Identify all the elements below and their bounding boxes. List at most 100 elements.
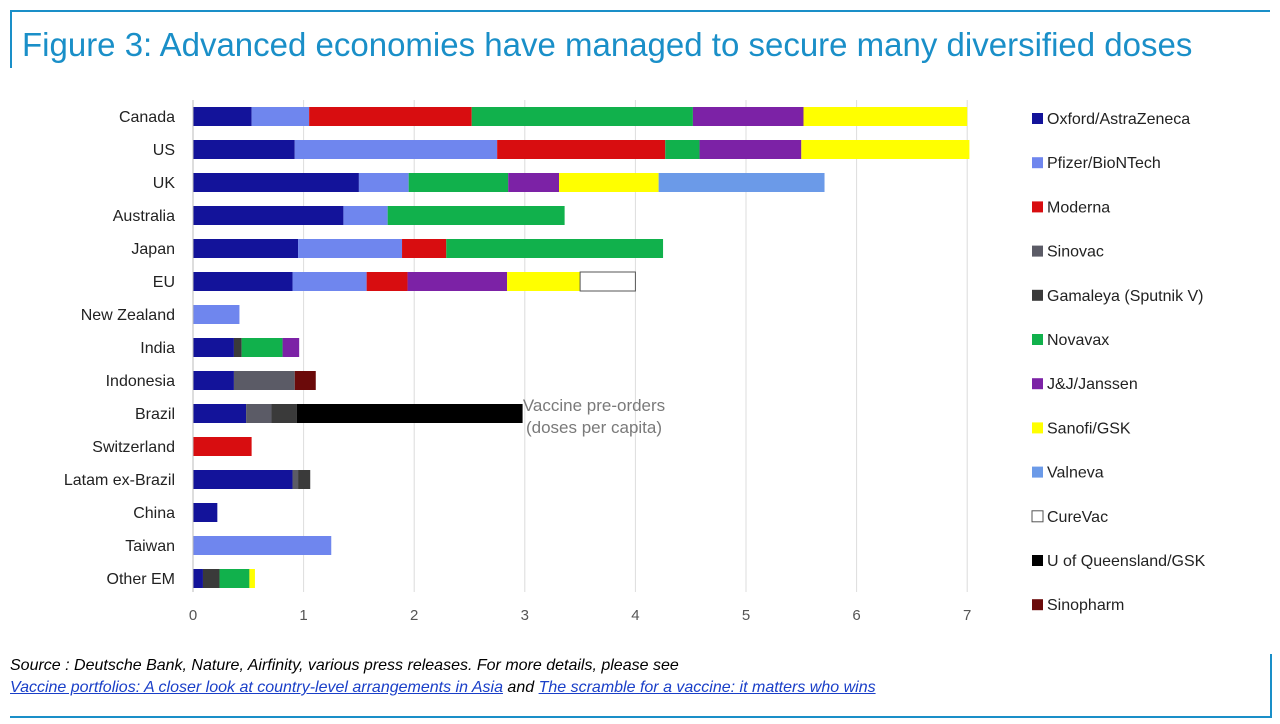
bar-india-j-j-janssen	[282, 338, 300, 357]
legend-swatch-j-j-janssen	[1032, 378, 1043, 390]
bar-eu-j-j-janssen	[407, 272, 508, 291]
legend-swatch-novavax	[1032, 334, 1043, 345]
bar-new-zealand-pfizer-biontech	[193, 305, 240, 324]
frame-bottom-border	[10, 716, 1272, 718]
bar-australia-novavax	[387, 206, 565, 225]
frame-top-border	[10, 10, 1270, 12]
bar-uk-pfizer-biontech	[358, 173, 409, 192]
figure-title: Figure 3: Advanced economies have manage…	[22, 26, 1193, 63]
bar-brazil-gamaleya-sputnik-v	[271, 404, 297, 423]
y-category-label-other-em: Other EM	[107, 571, 175, 588]
y-category-label-canada: Canada	[119, 109, 175, 126]
bar-other-em-sanofi-gsk	[249, 569, 255, 588]
y-category-label-us: US	[153, 142, 175, 159]
bar-us-novavax	[665, 140, 700, 159]
legend-swatch-pfizer-biontech	[1032, 157, 1043, 169]
frame-left-border	[10, 10, 12, 68]
bar-indonesia-sinovac	[233, 371, 295, 390]
bar-indonesia-sinopharm	[294, 371, 316, 390]
link-scramble-for-vaccine[interactable]: The scramble for a vaccine: it matters w…	[538, 679, 876, 696]
bar-other-em-novavax	[219, 569, 250, 588]
bar-eu-curevac	[579, 271, 636, 292]
bar-eu-moderna	[366, 272, 408, 291]
bar-eu-oxford-astrazeneca	[193, 272, 293, 291]
bar-canada-sanofi-gsk	[803, 107, 968, 126]
bar-india-oxford-astrazeneca	[193, 338, 234, 357]
y-category-label-india: India	[140, 340, 175, 357]
legend-swatch-sinopharm	[1032, 599, 1043, 611]
source-note: Source : Deutsche Bank, Nature, Airfinit…	[10, 655, 876, 699]
legend-label-valneva: Valneva	[1047, 465, 1104, 482]
frame-right-border	[1270, 654, 1272, 716]
legend-swatch-curevac	[1031, 510, 1044, 523]
legend-swatch-sinovac	[1032, 245, 1043, 257]
y-category-label-switzerland: Switzerland	[92, 439, 175, 456]
x-tick-label-0: 0	[189, 607, 197, 624]
legend-swatch-gamaleya-sputnik-v	[1032, 289, 1043, 301]
bar-other-em-gamaleya-sputnik-v	[202, 569, 220, 588]
legend-label-u-of-queensland-gsk: U of Queensland/GSK	[1047, 553, 1206, 570]
y-category-label-eu: EU	[153, 274, 175, 291]
legend-label-moderna: Moderna	[1047, 199, 1110, 216]
legend-label-gamaleya-sputnik-v: Gamaleya (Sputnik V)	[1047, 288, 1204, 305]
legend-label-sinovac: Sinovac	[1047, 244, 1104, 261]
bar-china-oxford-astrazeneca	[193, 503, 218, 522]
x-tick-label-5: 5	[742, 607, 750, 624]
bar-uk-j-j-janssen	[508, 173, 560, 192]
legend-swatch-valneva	[1032, 466, 1043, 478]
y-category-label-new-zealand: New Zealand	[81, 307, 175, 324]
legend-label-oxford-astrazeneca: Oxford/AstraZeneca	[1047, 111, 1190, 128]
bar-uk-sanofi-gsk	[559, 173, 659, 192]
bar-uk-oxford-astrazeneca	[193, 173, 359, 192]
bar-australia-pfizer-biontech	[343, 206, 388, 225]
chart-annotation-line-2: (doses per capita)	[526, 418, 662, 437]
y-category-label-latam-ex-brazil: Latam ex-Brazil	[64, 472, 175, 489]
bar-japan-novavax	[446, 239, 664, 258]
bar-canada-novavax	[471, 107, 693, 126]
bar-latam-ex-brazil-oxford-astrazeneca	[193, 470, 293, 489]
source-text: Source : Deutsche Bank, Nature, Airfinit…	[10, 657, 679, 674]
bar-eu-sanofi-gsk	[507, 272, 581, 291]
bar-us-pfizer-biontech	[294, 140, 498, 159]
bar-canada-j-j-janssen	[692, 107, 804, 126]
legend-swatch-u-of-queensland-gsk	[1032, 555, 1043, 566]
bar-uk-valneva	[658, 173, 825, 192]
bar-indonesia-oxford-astrazeneca	[193, 371, 234, 390]
legend-swatch-moderna	[1032, 201, 1043, 213]
bar-australia-oxford-astrazeneca	[193, 206, 344, 225]
bar-india-gamaleya-sputnik-v	[233, 338, 242, 357]
legend-swatch-sanofi-gsk	[1032, 422, 1043, 434]
bar-latam-ex-brazil-gamaleya-sputnik-v	[298, 470, 311, 489]
bar-us-oxford-astrazeneca	[193, 140, 295, 159]
source-links-line: Vaccine portfolios: A closer look at cou…	[10, 677, 876, 699]
bar-latam-ex-brazil-sinovac	[292, 470, 299, 489]
bar-us-j-j-janssen	[699, 140, 802, 159]
legend-swatch-oxford-astrazeneca	[1032, 113, 1043, 124]
legend-label-sanofi-gsk: Sanofi/GSK	[1047, 420, 1131, 437]
bar-us-moderna	[497, 140, 666, 159]
bar-japan-pfizer-biontech	[298, 239, 403, 258]
legend-label-curevac: CureVac	[1047, 509, 1108, 526]
bar-brazil-sinovac	[246, 404, 272, 423]
legend-label-j-j-janssen: J&J/Janssen	[1047, 376, 1138, 393]
y-category-label-australia: Australia	[113, 208, 175, 225]
x-tick-label-3: 3	[521, 607, 529, 624]
legend-label-sinopharm: Sinopharm	[1047, 597, 1124, 614]
link-vaccine-portfolios[interactable]: Vaccine portfolios: A closer look at cou…	[10, 679, 503, 696]
bar-india-novavax	[241, 338, 283, 357]
bar-canada-oxford-astrazeneca	[193, 107, 252, 126]
bar-japan-moderna	[402, 239, 447, 258]
bar-other-em-oxford-astrazeneca	[193, 569, 203, 588]
bar-canada-moderna	[309, 107, 472, 126]
y-category-label-china: China	[133, 505, 175, 522]
bar-brazil-u-of-queensland-gsk	[296, 404, 523, 423]
x-tick-label-4: 4	[631, 607, 639, 624]
x-tick-label-1: 1	[299, 607, 307, 624]
bar-eu-pfizer-biontech	[292, 272, 367, 291]
y-category-label-japan: Japan	[131, 241, 175, 258]
bar-uk-novavax	[408, 173, 509, 192]
chart-annotation-line-1: Vaccine pre-orders	[523, 396, 665, 415]
bar-taiwan-pfizer-biontech	[193, 536, 332, 555]
y-category-label-taiwan: Taiwan	[125, 538, 175, 555]
